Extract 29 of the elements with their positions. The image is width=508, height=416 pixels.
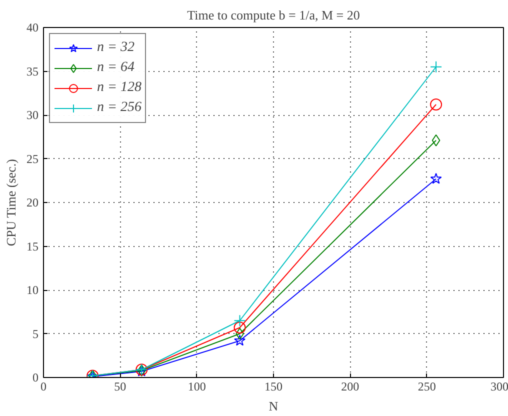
y-tick-label: 10: [26, 283, 38, 297]
y-tick-label: 20: [26, 196, 38, 210]
x-tick-label: 50: [114, 380, 126, 394]
x-tick-label: 200: [341, 380, 360, 394]
legend-label: n = 32: [97, 40, 134, 56]
legend-label: n = 64: [97, 60, 134, 76]
point: [234, 334, 246, 346]
point: [234, 322, 246, 334]
point: [430, 172, 442, 184]
y-tick-label: 35: [26, 64, 38, 78]
point: [430, 98, 442, 110]
chart-title: Time to compute b = 1/a, M = 20: [187, 8, 360, 22]
x-tick-label: 150: [264, 380, 282, 394]
x-tick-label: 100: [188, 380, 206, 394]
point: [432, 134, 440, 146]
x-tick-label: 300: [490, 380, 508, 394]
y-tick-label: 30: [26, 108, 38, 122]
y-tick-label: 0: [32, 370, 38, 384]
x-axis-title: N: [268, 398, 279, 414]
point: [430, 60, 442, 73]
y-tick-label: 40: [26, 20, 38, 34]
point: [234, 314, 246, 327]
x-tick-label: 250: [418, 380, 436, 394]
y-tick-label: 15: [26, 239, 38, 254]
legend-label: n = 256: [97, 100, 142, 116]
y-axis-title: CPU Time (sec.): [4, 159, 18, 246]
y-tick-label: 25: [26, 152, 38, 166]
y-tick-label: 5: [32, 326, 38, 341]
legend-label: n = 128: [97, 80, 142, 96]
